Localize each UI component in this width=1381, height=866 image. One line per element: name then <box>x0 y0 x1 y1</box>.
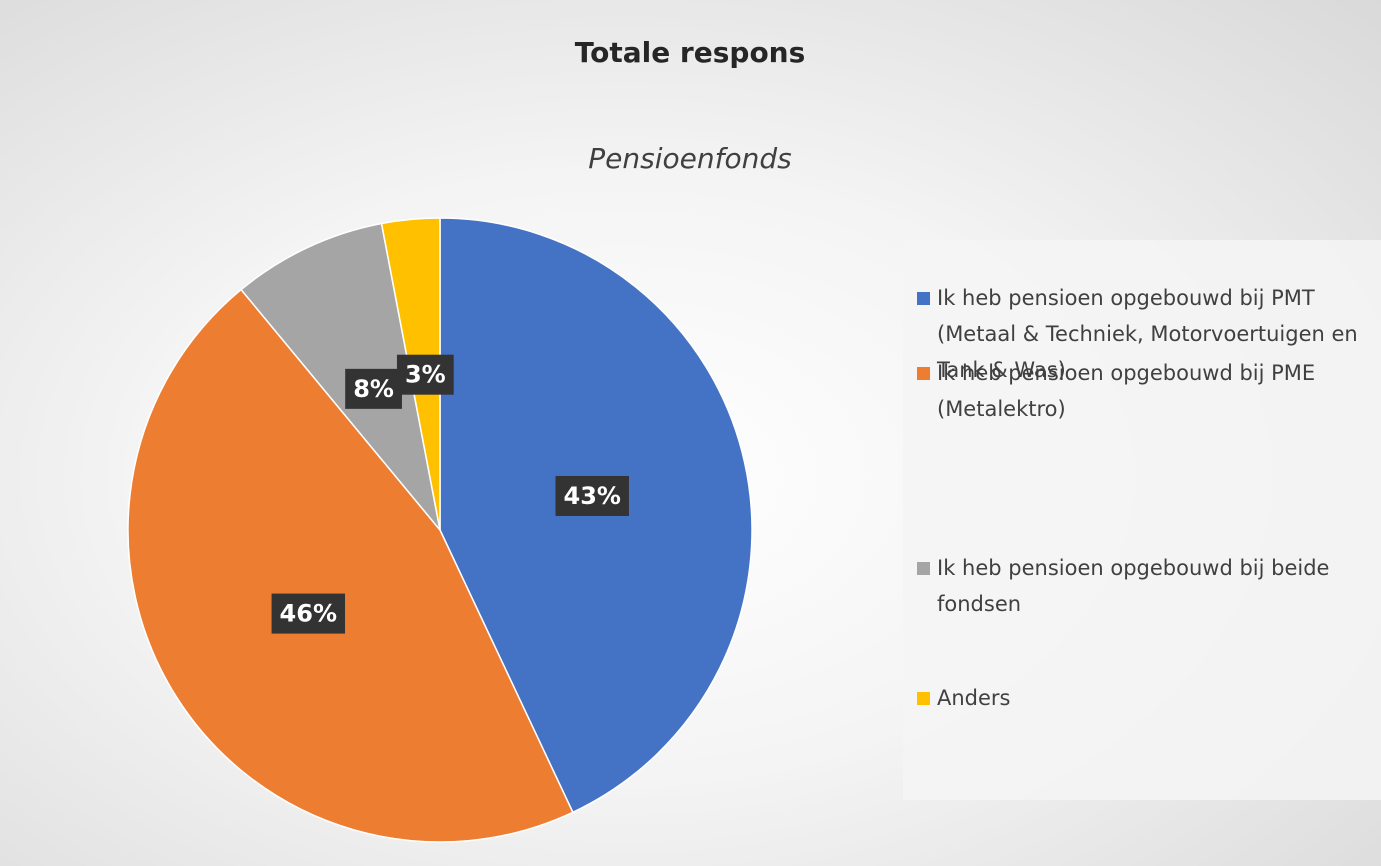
data-label-group: 8% <box>345 368 402 409</box>
chart-title: Totale respons <box>575 36 806 69</box>
data-label-box <box>345 368 402 409</box>
legend-swatch <box>917 367 930 380</box>
data-label-group: 3% <box>396 354 454 395</box>
legend-item: Ik heb pensioen opgebouwd bij PMT (Metaa… <box>917 280 1381 388</box>
data-label-group: 46% <box>271 593 346 634</box>
data-label-group: 43% <box>555 475 629 516</box>
legend-item: Anders <box>917 680 1381 716</box>
legend: Ik heb pensioen opgebouwd bij PMT (Metaa… <box>903 240 1381 800</box>
chart-subtitle: Pensioenfonds <box>588 142 791 175</box>
pie-slice <box>127 288 574 843</box>
data-label: 46% <box>280 600 337 628</box>
legend-swatch <box>917 562 930 575</box>
data-label: 43% <box>564 482 621 510</box>
data-label-box <box>396 354 454 395</box>
legend-item: Ik heb pensioen opgebouwd bij PME (Metal… <box>917 355 1381 427</box>
data-label: 3% <box>405 361 446 389</box>
legend-label: Ik heb pensioen opgebouwd bij beide fond… <box>937 556 1330 616</box>
pie-slice <box>240 222 441 531</box>
data-label-box <box>271 593 346 634</box>
legend-label: Ik heb pensioen opgebouwd bij PME (Metal… <box>937 361 1316 421</box>
data-label-box <box>555 475 629 516</box>
data-label: 8% <box>353 375 394 403</box>
legend-item: Ik heb pensioen opgebouwd bij beide fond… <box>917 550 1381 622</box>
legend-label: Ik heb pensioen opgebouwd bij PMT (Metaa… <box>937 286 1358 382</box>
legend-swatch <box>917 292 930 305</box>
legend-swatch <box>917 692 930 705</box>
legend-label: Anders <box>937 686 1011 710</box>
